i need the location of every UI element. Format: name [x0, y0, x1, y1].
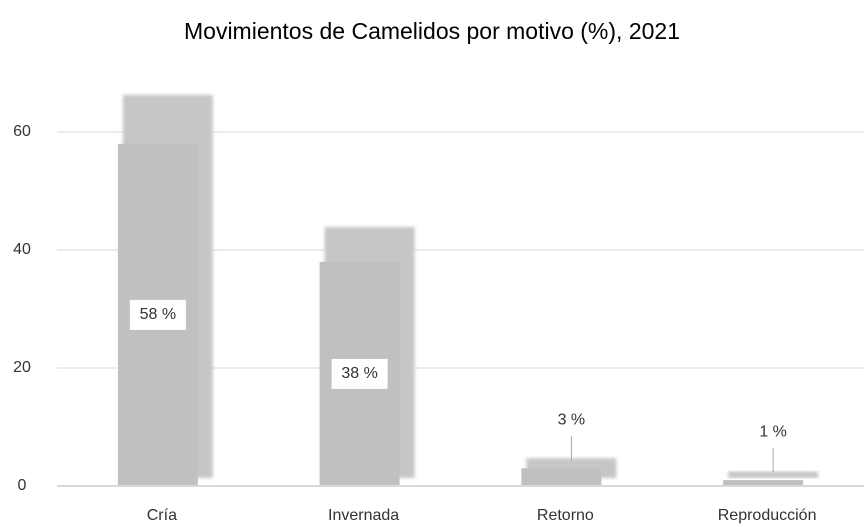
y-tick-label: 40 [13, 241, 31, 258]
chart-title: Movimientos de Camelidos por motivo (%),… [184, 18, 680, 44]
bar-shadow [728, 471, 819, 478]
y-tick-label: 0 [18, 477, 27, 494]
data-label: 38 % [341, 365, 377, 382]
x-tick-label: Retorno [537, 507, 594, 524]
data-label-box [331, 358, 388, 389]
data-label-box [129, 299, 186, 330]
y-tick-label: 60 [13, 123, 31, 140]
data-label: 3 % [558, 412, 586, 429]
x-tick-label: Reproducción [718, 507, 817, 524]
data-label: 58 % [140, 306, 176, 323]
y-tick-label: 20 [13, 359, 31, 376]
bar [521, 468, 602, 486]
data-label: 1 % [759, 423, 787, 440]
x-tick-label: Invernada [328, 507, 399, 524]
x-tick-label: Cría [147, 507, 177, 524]
bar [723, 480, 804, 486]
